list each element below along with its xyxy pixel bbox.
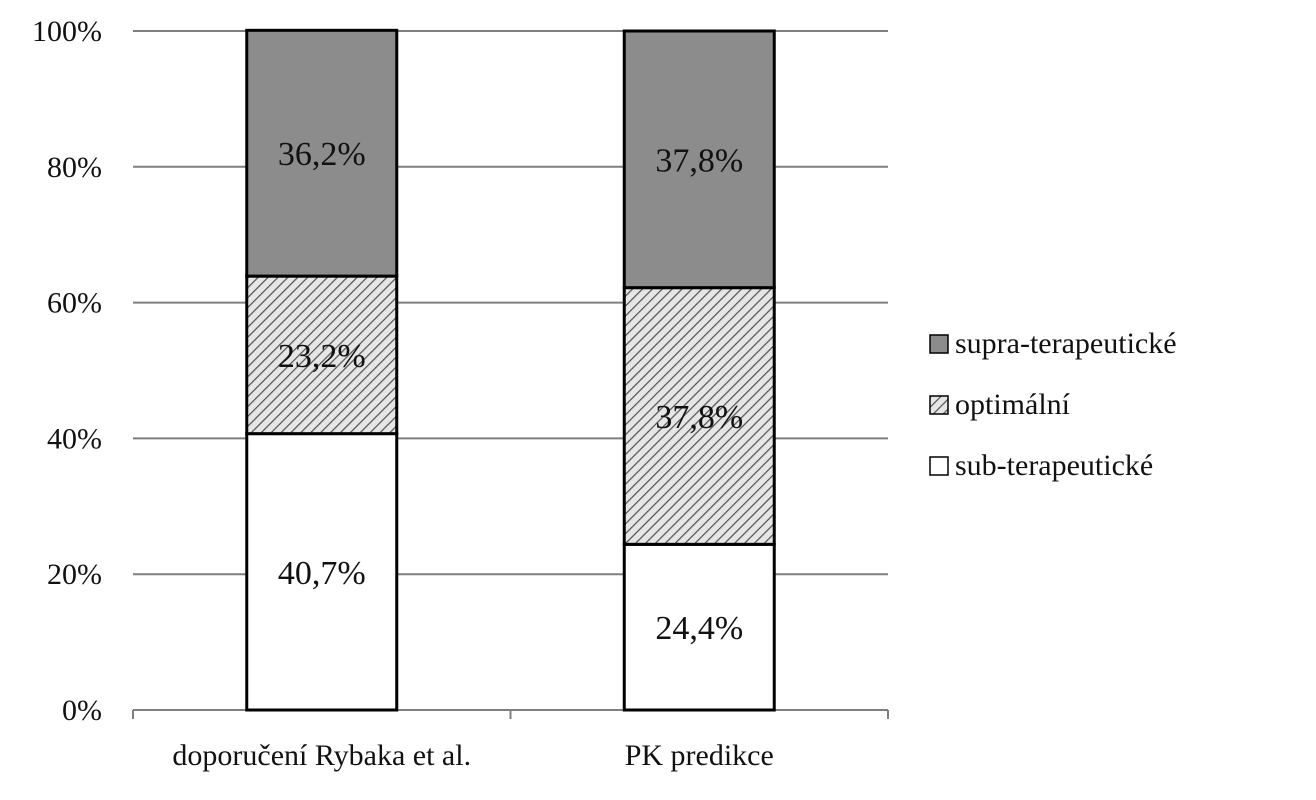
legend-swatch [929, 456, 949, 476]
data-label: 24,4% [655, 610, 743, 647]
data-label: 40,7% [278, 555, 366, 592]
labels-layer: 0% 20% 40% 60% 80% 100% 40,7% 23,2% 36,2% doporuč… [32, 15, 774, 772]
y-tick-label: 80% [47, 151, 102, 184]
data-label: 23,2% [278, 338, 366, 375]
legend-label: sub-terapeutické [955, 449, 1153, 482]
y-tick-label: 60% [47, 287, 102, 320]
legend-label: supra-terapeutické [955, 327, 1177, 360]
data-label: 37,8% [655, 399, 743, 436]
bar-segment-2-2 [622, 286, 776, 546]
data-label: 36,2% [278, 136, 366, 173]
legend-swatch [929, 395, 949, 415]
bar-segment-1-2 [245, 274, 399, 436]
bar-segment-2-3 [622, 29, 776, 290]
y-tick-label: 20% [47, 558, 102, 591]
legend-label: optimální [955, 388, 1071, 421]
bars-layer [245, 28, 776, 712]
x-category-label: doporučení Rybaka et al. [172, 739, 471, 772]
y-tick-label: 0% [62, 694, 102, 727]
legend: supra-terapeutické optimální sub-terapeuti… [929, 327, 1177, 482]
x-category-label: PK predikce [625, 739, 774, 772]
bar-segment-2-1 [622, 542, 776, 712]
bar-segment-1-3 [245, 28, 399, 278]
data-label: 37,8% [655, 142, 743, 179]
legend-swatch [929, 334, 949, 354]
y-tick-label: 100% [32, 15, 102, 48]
y-tick-label: 40% [47, 422, 102, 455]
bar-segment-1-1 [245, 432, 399, 712]
